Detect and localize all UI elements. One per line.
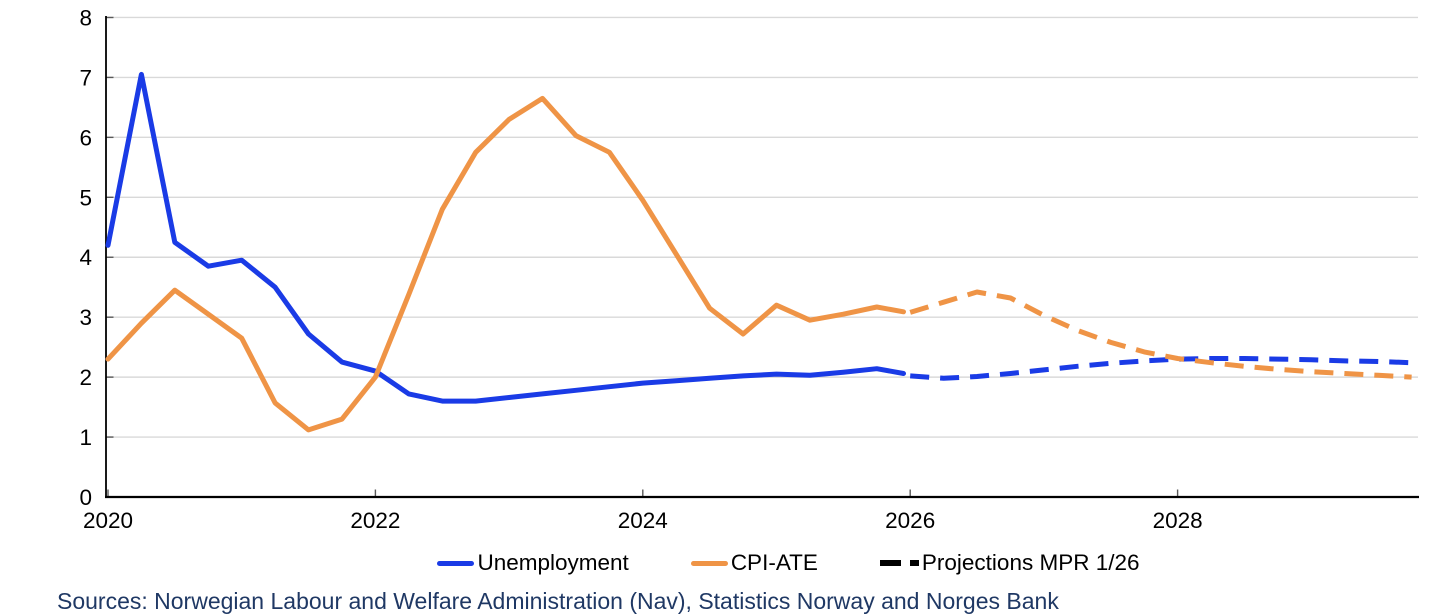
- legend-item-unemployment: Unemployment: [437, 550, 629, 576]
- y-tick-label: 5: [79, 185, 92, 210]
- legend-label-projections: Projections MPR 1/26: [921, 550, 1140, 575]
- legend-label-cpi-ate: CPI-ATE: [730, 550, 818, 575]
- x-tick-label: 2026: [885, 508, 935, 533]
- unemployment-line-swatch: [437, 560, 475, 566]
- cpi-ate-line-swatch: [690, 560, 728, 566]
- x-tick-label: 2022: [350, 508, 400, 533]
- legend-item-cpi-ate: CPI-ATE: [690, 550, 818, 576]
- y-tick-label: 3: [79, 305, 92, 330]
- legend: Unemployment CPI-ATE Projections MPR 1/2…: [66, 550, 1445, 576]
- y-tick-label: 1: [79, 425, 92, 450]
- cpi-ate-projection-line: [909, 289, 1412, 380]
- x-tick-label: 2028: [1153, 508, 1203, 533]
- y-tick-label: 6: [79, 125, 92, 150]
- unemployment-projection-line: [910, 356, 1412, 381]
- chart-svg: 0 1 2 3 4 5 6 7 8 2020 2022 2024 2026 2028: [79, 5, 1419, 533]
- y-tick-label: 7: [79, 65, 92, 90]
- y-tick-label: 2: [79, 365, 92, 390]
- x-tick-label: 2020: [83, 508, 133, 533]
- source-note: Sources: Norwegian Labour and Welfare Ad…: [57, 588, 1059, 614]
- dash-short: [909, 560, 919, 566]
- dash-long: [879, 560, 901, 566]
- cpi-ate-line: [105, 95, 906, 433]
- legend-item-projections: Projections MPR 1/26: [879, 550, 1140, 576]
- legend-label-unemployment: Unemployment: [477, 550, 629, 575]
- unemployment-line: [105, 71, 906, 404]
- y-tick-label: 0: [79, 485, 92, 510]
- projections-dash-swatch: [879, 560, 919, 566]
- line-chart: 0 1 2 3 4 5 6 7 8 2020 2022 2024 2026 2028: [79, 5, 1419, 533]
- y-tick-label: 8: [79, 5, 92, 30]
- x-tick-label: 2024: [618, 508, 668, 533]
- y-tick-label: 4: [79, 245, 92, 270]
